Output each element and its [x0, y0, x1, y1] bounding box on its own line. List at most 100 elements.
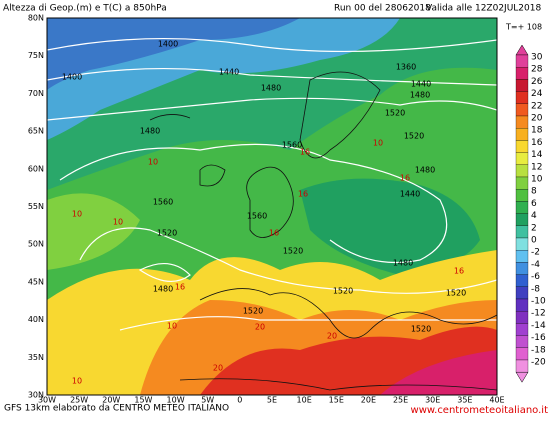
colorbar-label: 2: [531, 223, 537, 233]
colorbar-segment: [515, 91, 529, 104]
footer-url: www.centrometeoitaliano.it: [411, 405, 549, 416]
lat-label: 60N: [28, 164, 44, 173]
lon-label: 0: [237, 396, 242, 405]
lat-label: 55N: [28, 202, 44, 211]
colorbar-label: 22: [531, 101, 542, 111]
temp-contour-label: 20: [255, 323, 265, 332]
colorbar-label: 24: [531, 89, 543, 99]
temp-contour-label: 10: [113, 218, 123, 227]
colorbar-label: 10: [531, 175, 543, 185]
colorbar-segment: [515, 103, 529, 117]
colorbar-label: -8: [531, 284, 540, 294]
colorbar-segment: [515, 152, 529, 165]
colorbar-label: 18: [531, 126, 543, 136]
temp-contour-label: 20: [327, 332, 337, 341]
temp-contour-label: 16: [400, 174, 410, 183]
temp-contour-label: 16: [300, 148, 310, 157]
colorbar-segment: [515, 79, 529, 92]
lat-label: 50N: [28, 240, 44, 249]
height-contour-label: 1480: [410, 91, 430, 100]
temp-contour-label: 16: [454, 267, 464, 276]
lon-label: 25W: [70, 396, 88, 405]
lat-label: 35N: [28, 353, 44, 362]
height-contour-label: 1440: [400, 190, 420, 199]
lon-label: 10E: [297, 396, 312, 405]
lat-label: 65N: [28, 127, 44, 136]
height-contour-label: 1480: [261, 84, 281, 93]
height-contour-label: 1440: [411, 80, 431, 89]
lon-label: 5E: [267, 396, 277, 405]
temp-contour-label: 16: [269, 229, 279, 238]
map-field: [47, 18, 497, 395]
colorbar-segment: [515, 359, 529, 373]
colorbar-label: -20: [531, 358, 546, 368]
colorbar-cap-top: [515, 44, 529, 56]
colorbar-segment: [515, 54, 529, 68]
colorbar-segment: [515, 164, 529, 178]
colorbar-segment: [515, 298, 529, 312]
height-contour-label: 1400: [158, 40, 178, 49]
colorbar-label: -10: [531, 297, 546, 307]
colorbar-segment: [515, 347, 529, 361]
height-contour-label: 1520: [446, 289, 466, 298]
colorbar-segment: [515, 201, 529, 214]
lon-label: 35E: [457, 396, 472, 405]
height-contour-label: 1560: [282, 141, 302, 150]
colorbar-segment: [515, 323, 529, 336]
colorbar-segment: [515, 225, 529, 239]
height-contour-label: 1520: [157, 229, 177, 238]
map-frame: [46, 17, 498, 396]
height-contour-label: 1520: [243, 307, 263, 316]
colorbar-label: 28: [531, 65, 543, 75]
height-contour-label: 1520: [385, 109, 405, 118]
colorbar-segment: [515, 237, 529, 251]
colorbar-label: -16: [531, 333, 546, 343]
height-contour-label: 1480: [153, 285, 173, 294]
height-contour-label: 1560: [153, 198, 173, 207]
footer-credit: GFS 13km elaborato da CENTRO METEO ITALI…: [4, 404, 229, 414]
colorbar-label: -14: [531, 321, 546, 331]
temp-contour-label: 16: [298, 190, 308, 199]
colorbar-label: -18: [531, 345, 546, 355]
colorbar-label: 30: [531, 53, 543, 63]
height-contour-label: 1520: [333, 287, 353, 296]
colorbar-label: 4: [531, 211, 537, 221]
colorbar-label: -6: [531, 272, 540, 282]
height-contour-label: 1360: [396, 63, 416, 72]
height-contour-label: 1440: [219, 68, 239, 77]
temp-contour-label: 20: [213, 364, 223, 373]
lon-label: 15W: [134, 396, 152, 405]
temp-contour-label: 10: [148, 158, 158, 167]
colorbar-label: 8: [531, 187, 537, 197]
valid-info: Valida alle 12Z02JUL2018: [426, 4, 541, 14]
lon-label: 40E: [489, 396, 504, 405]
lon-label: 30E: [425, 396, 440, 405]
colorbar-segment: [515, 250, 529, 263]
colorbar-label: 26: [531, 77, 543, 87]
temp-contour-label: 10: [167, 322, 177, 331]
lon-label: 5W: [201, 396, 214, 405]
colorbar-label: -4: [531, 260, 540, 270]
height-contour-label: 1520: [411, 325, 431, 334]
colorbar-segment: [515, 262, 529, 275]
forecast-step: T=+ 108: [505, 23, 542, 32]
lat-label: 80N: [28, 14, 44, 23]
colorbar-label: -2: [531, 248, 540, 258]
height-contour-label: 1480: [415, 166, 435, 175]
title: Altezza di Geop.(m) e T(C) a 850hPa: [3, 4, 167, 14]
height-contour-label: 1520: [404, 132, 424, 141]
colorbar-label: 12: [531, 162, 542, 172]
height-contour-label: 1400: [62, 73, 82, 82]
colorbar-cap-bottom: [515, 371, 529, 383]
lat-label: 70N: [28, 89, 44, 98]
temp-contour-label: 10: [373, 139, 383, 148]
colorbar-segment: [515, 140, 529, 153]
colorbar-label: 14: [531, 150, 543, 160]
run-info: Run 00 del 28062018: [334, 4, 431, 14]
height-contour-label: 1520: [283, 247, 303, 256]
height-contour-label: 1480: [393, 259, 413, 268]
colorbar-segment: [515, 128, 529, 141]
colorbar-label: 6: [531, 199, 537, 209]
colorbar-label: -12: [531, 309, 546, 319]
colorbar-segment: [515, 213, 529, 226]
